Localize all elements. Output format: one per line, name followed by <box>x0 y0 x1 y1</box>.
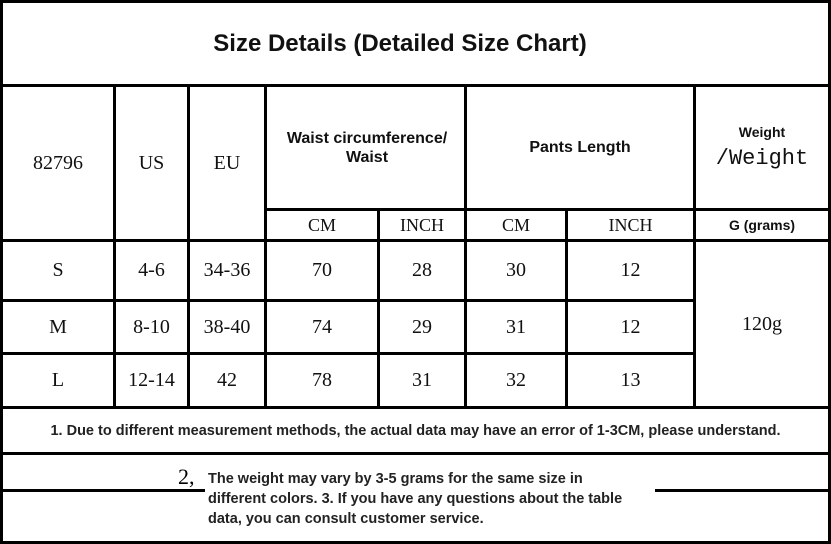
header-eu: EU <box>213 151 241 174</box>
divider <box>0 406 831 409</box>
header-weight: Weight /Weight <box>696 87 828 208</box>
cell-length-inch: 13 <box>620 369 641 391</box>
header-waist-cm: CM <box>307 214 336 235</box>
header-us: US <box>138 151 165 174</box>
header-length-cm: CM <box>501 214 530 235</box>
divider <box>265 208 831 211</box>
cell-eu: 34-36 <box>203 259 251 281</box>
cell-waist-cm: 78 <box>312 369 332 391</box>
divider <box>0 489 205 492</box>
border-right <box>828 0 831 544</box>
header-weight-label: Weight <box>738 124 786 140</box>
divider <box>0 84 831 87</box>
header-waist: Waist circumference/ Waist <box>286 129 448 166</box>
cell-length-cm: 30 <box>506 259 526 281</box>
weight-value: 120g <box>742 312 782 335</box>
cell-size: L <box>51 369 65 391</box>
note-2: 2, The weight may vary by 3-5 grams for … <box>178 466 638 529</box>
cell-length-cm: 31 <box>506 315 526 338</box>
divider <box>693 85 696 407</box>
header-weight-unit: G (grams) <box>728 217 796 233</box>
note-1: 1. Due to different measurement methods,… <box>50 422 781 439</box>
cell-eu: 42 <box>217 369 237 391</box>
cell-size: M <box>49 315 67 338</box>
cell-waist-inch: 31 <box>412 369 432 391</box>
divider <box>0 452 831 455</box>
header-weight-label-2: /Weight <box>715 146 809 171</box>
cell-us: 4-6 <box>138 259 165 281</box>
cell-size: S <box>52 259 64 281</box>
divider <box>0 299 694 302</box>
divider <box>0 239 831 242</box>
border-bottom <box>0 541 831 544</box>
border-top <box>0 0 831 3</box>
cell-length-inch: 12 <box>620 315 641 338</box>
divider <box>565 209 568 407</box>
model-number: 82796 <box>33 151 83 174</box>
cell-waist-inch: 29 <box>412 315 432 338</box>
cell-us: 8-10 <box>133 315 170 338</box>
divider <box>187 85 190 407</box>
border-left <box>0 0 3 544</box>
cell-waist-inch: 28 <box>412 259 432 281</box>
header-pants-length: Pants Length <box>529 138 631 156</box>
page-title: Size Details (Detailed Size Chart) <box>213 30 587 57</box>
header-length-inch: INCH <box>608 214 653 235</box>
divider <box>264 85 267 407</box>
divider <box>377 209 380 407</box>
divider <box>0 352 694 355</box>
cell-length-cm: 32 <box>506 369 526 391</box>
divider <box>113 85 116 407</box>
divider <box>655 489 831 492</box>
cell-waist-cm: 74 <box>312 315 332 338</box>
cell-length-inch: 12 <box>620 259 641 281</box>
cell-eu: 38-40 <box>203 315 251 338</box>
cell-us: 12-14 <box>128 369 175 391</box>
divider <box>464 85 467 407</box>
cell-waist-cm: 70 <box>312 259 332 281</box>
header-waist-inch: INCH <box>400 214 444 235</box>
note-2-text: The weight may vary by 3-5 grams for the… <box>208 466 628 529</box>
note-2-prefix: 2, <box>178 464 195 489</box>
